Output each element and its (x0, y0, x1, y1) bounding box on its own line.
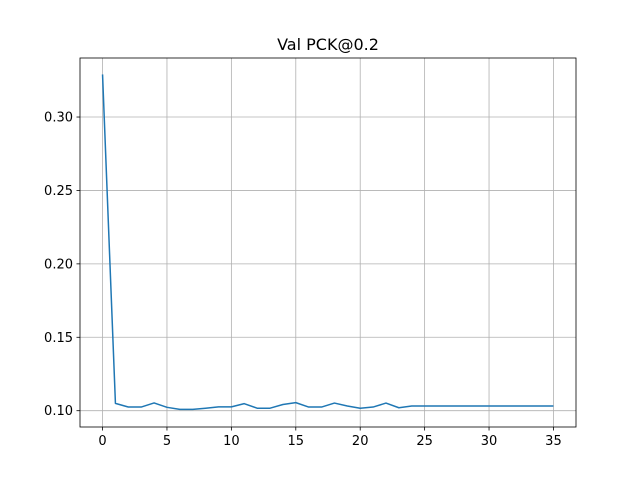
x-tick-label: 30 (481, 434, 498, 449)
x-tick-label: 35 (545, 434, 562, 449)
series-layer (101, 74, 554, 411)
x-tick-label: 0 (98, 434, 106, 449)
plot-frame (79, 57, 577, 428)
y-tick-label: 0.30 (44, 111, 73, 126)
chart-title: Val PCK@0.2 (277, 35, 379, 54)
y-tick-label: 0.10 (44, 404, 73, 419)
series-line-0 (101, 74, 554, 411)
axes: 0 5 10 15 20 25 30 35 0.10 0.15 0.20 0.25 0.30 (44, 57, 577, 449)
x-tick-label: 25 (416, 434, 433, 449)
x-tick-label: 10 (223, 434, 240, 449)
y-tick-label: 0.25 (44, 184, 73, 199)
x-tick-label: 15 (288, 434, 305, 449)
x-tick-label: 20 (352, 434, 369, 449)
x-tick-label: 5 (163, 434, 171, 449)
y-tick-label: 0.20 (44, 257, 73, 272)
grid (80, 58, 576, 427)
y-tick-label: 0.15 (44, 331, 73, 346)
